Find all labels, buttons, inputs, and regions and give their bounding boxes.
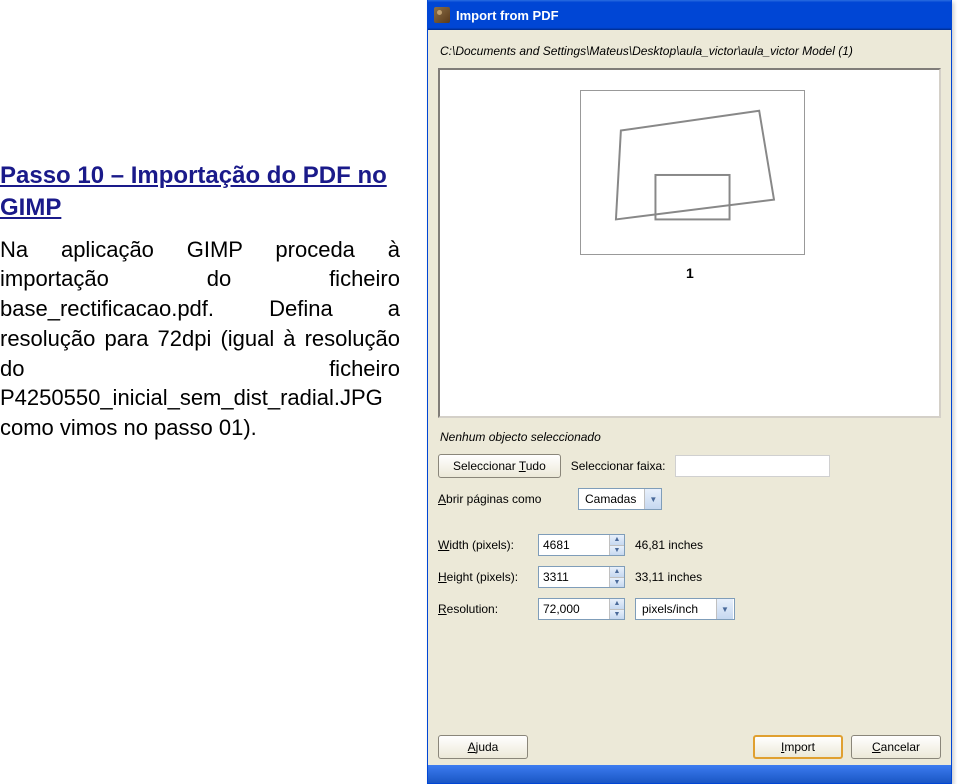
width-spinner[interactable]: ▲ ▼	[538, 534, 625, 556]
import-pdf-dialog: Import from PDF C:\Documents and Setting…	[427, 0, 952, 784]
instruction-body: Na aplicação GIMP proceda à importação d…	[0, 235, 400, 443]
instruction-heading: Passo 10 – Importação do PDF no GIMP	[0, 160, 400, 225]
open-pages-select[interactable]: Camadas ▼	[578, 488, 662, 510]
open-pages-label: Abrir páginas como	[438, 492, 578, 506]
height-spinner[interactable]: ▲ ▼	[538, 566, 625, 588]
resolution-unit-value: pixels/inch	[636, 599, 716, 619]
height-input[interactable]	[539, 567, 609, 587]
gimp-app-icon	[434, 7, 450, 23]
spinner-up-icon[interactable]: ▲	[610, 535, 624, 546]
width-label: Width (pixels):	[438, 538, 538, 552]
select-range-input[interactable]	[675, 455, 830, 477]
height-label: Height (pixels):	[438, 570, 538, 584]
no-selection-text: Nenhum objecto seleccionado	[438, 430, 941, 444]
height-row: Height (pixels): ▲ ▼ 33,11 inches	[438, 566, 941, 588]
page-preview-area[interactable]: 1	[438, 68, 941, 418]
select-controls-row: Seleccionar Tudo Seleccionar faixa:	[438, 454, 941, 478]
resolution-row: Resolution: ▲ ▼ pixels/inch ▼	[438, 598, 941, 620]
dialog-button-row: Ajuda Import Cancelar	[438, 735, 941, 759]
spinner-up-icon[interactable]: ▲	[610, 567, 624, 578]
open-pages-value: Camadas	[579, 489, 644, 509]
cancel-button[interactable]: Cancelar	[851, 735, 941, 759]
page-thumbnail[interactable]	[580, 90, 805, 255]
resolution-input[interactable]	[539, 599, 609, 619]
import-button[interactable]: Import	[753, 735, 843, 759]
dialog-title: Import from PDF	[456, 8, 559, 23]
spinner-down-icon[interactable]: ▼	[610, 610, 624, 620]
select-range-label: Seleccionar faixa:	[571, 459, 666, 473]
file-path: C:\Documents and Settings\Mateus\Desktop…	[438, 38, 941, 68]
help-button[interactable]: Ajuda	[438, 735, 528, 759]
width-input[interactable]	[539, 535, 609, 555]
dialog-body: C:\Documents and Settings\Mateus\Desktop…	[428, 30, 951, 783]
resolution-unit-select[interactable]: pixels/inch ▼	[635, 598, 735, 620]
spinner-down-icon[interactable]: ▼	[610, 578, 624, 588]
spinner-up-icon[interactable]: ▲	[610, 599, 624, 610]
resolution-spinner[interactable]: ▲ ▼	[538, 598, 625, 620]
chevron-down-icon[interactable]: ▼	[644, 489, 661, 509]
instruction-panel: Passo 10 – Importação do PDF no GIMP Na …	[0, 160, 400, 443]
chevron-down-icon[interactable]: ▼	[716, 599, 733, 619]
spinner-down-icon[interactable]: ▼	[610, 546, 624, 556]
resolution-label: Resolution:	[438, 602, 538, 616]
thumbnail-drawing-icon	[581, 91, 804, 254]
width-row: Width (pixels): ▲ ▼ 46,81 inches	[438, 534, 941, 556]
page-number-label: 1	[686, 265, 694, 281]
width-readout: 46,81 inches	[635, 538, 703, 552]
dialog-titlebar[interactable]: Import from PDF	[428, 0, 951, 30]
select-all-button[interactable]: Seleccionar Tudo	[438, 454, 561, 478]
open-pages-row: Abrir páginas como Camadas ▼	[438, 488, 941, 510]
height-readout: 33,11 inches	[635, 570, 702, 584]
taskbar-strip	[428, 765, 951, 783]
